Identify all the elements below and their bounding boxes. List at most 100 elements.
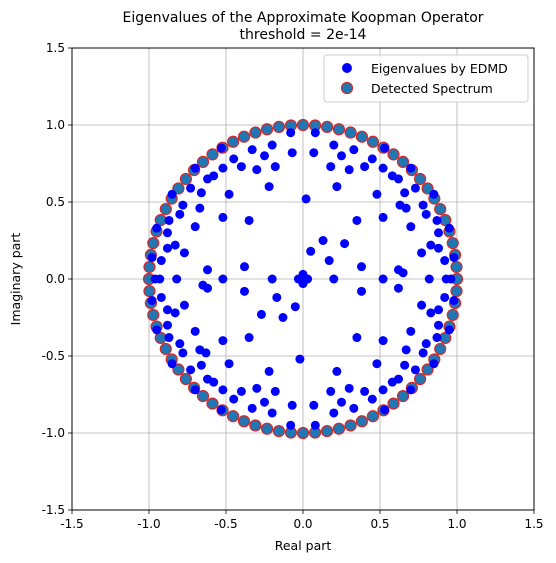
edmd-point	[172, 274, 182, 284]
edmd-point	[378, 163, 388, 173]
spectrum-point	[396, 390, 410, 403]
edmd-point	[378, 385, 388, 395]
edmd-point	[298, 279, 308, 289]
edmd-point	[247, 145, 257, 155]
edmd-point	[360, 162, 370, 172]
edmd-point	[349, 403, 359, 413]
edmd-point	[309, 148, 319, 158]
spectrum-point	[355, 415, 369, 428]
edmd-point	[393, 283, 403, 293]
edmd-point	[406, 222, 416, 232]
legend: Eigenvalues by EDMD Detected Spectrum	[323, 54, 529, 103]
spectrum-point	[260, 422, 274, 435]
edmd-point	[367, 154, 377, 164]
edmd-point	[295, 354, 305, 364]
edmd-point	[236, 162, 246, 172]
edmd-point	[287, 148, 297, 158]
edmd-point	[267, 140, 277, 150]
edmd-point	[178, 200, 188, 210]
edmd-point	[326, 386, 336, 396]
edmd-point	[406, 326, 416, 336]
spectrum-point	[332, 422, 346, 435]
edmd-point	[434, 243, 444, 253]
edmd-point	[444, 325, 454, 335]
edmd-point	[224, 189, 234, 199]
edmd-point	[229, 154, 239, 164]
edmd-point	[164, 215, 174, 225]
edmd-point	[400, 360, 410, 370]
edmd-point	[218, 163, 228, 173]
edmd-point	[196, 360, 206, 370]
edmd-point	[190, 385, 200, 395]
edmd-point	[387, 377, 397, 387]
spectrum-point	[260, 123, 274, 136]
edmd-point	[218, 274, 228, 284]
edmd-point	[164, 333, 174, 343]
edmd-point	[298, 269, 308, 279]
edmd-point	[440, 256, 450, 266]
spectrum-point	[344, 126, 357, 139]
edmd-point	[406, 385, 416, 395]
edmd-point	[352, 333, 362, 343]
edmd-point	[147, 296, 157, 306]
spectrum-point	[249, 419, 262, 432]
spectrum-point	[366, 135, 380, 148]
edmd-point	[440, 292, 450, 302]
x-axis-ticks: -1.5 -1.0 -0.5 0.0 0.5 1.0 1.5	[60, 510, 544, 531]
edmd-point	[147, 252, 157, 262]
edmd-point	[326, 162, 336, 172]
edmd-point	[360, 386, 370, 396]
edmd-point	[449, 296, 459, 306]
edmd-point	[432, 215, 442, 225]
edmd-point	[209, 377, 219, 387]
edmd-point	[421, 339, 431, 349]
edmd-point	[357, 286, 367, 296]
y-tick-label: 1.0	[46, 118, 65, 132]
edmd-point	[410, 365, 420, 375]
spectrum-point	[143, 284, 156, 298]
edmd-point	[329, 140, 339, 150]
chart-subtitle: threshold = 2e-14	[240, 27, 367, 43]
spectrum-point	[421, 363, 434, 376]
x-tick-label: 0.5	[370, 517, 389, 531]
edmd-point	[395, 200, 405, 210]
chart-title: Eigenvalues of the Approximate Koopman O…	[122, 10, 483, 26]
edmd-point	[155, 274, 165, 284]
spectrum-point	[172, 363, 185, 376]
edmd-point	[167, 189, 177, 199]
edmd-point	[190, 326, 200, 336]
edmd-point	[170, 308, 180, 318]
edmd-point	[449, 252, 459, 262]
edmd-point	[267, 408, 277, 418]
edmd-point	[349, 145, 359, 155]
edmd-point	[156, 292, 166, 302]
legend-marker-spectrum	[340, 81, 354, 95]
spectrum-point	[147, 236, 160, 250]
edmd-point	[417, 248, 427, 258]
edmd-point	[367, 394, 377, 404]
edmd-point	[252, 383, 262, 393]
edmd-point	[264, 366, 274, 376]
spectrum-point	[206, 397, 219, 410]
edmd-point	[224, 359, 234, 369]
edmd-point	[209, 171, 219, 181]
y-axis-label: Imaginary part	[8, 233, 23, 326]
edmd-point	[444, 223, 454, 233]
edmd-point	[179, 300, 189, 310]
y-tick-label: -0.5	[42, 349, 65, 363]
edmd-point	[179, 248, 189, 258]
edmd-point	[278, 313, 288, 322]
spectrum-point	[237, 130, 251, 143]
spectrum-point	[366, 410, 380, 423]
spectrum-point	[414, 372, 427, 386]
x-axis-label: Real part	[275, 538, 332, 553]
x-tick-label: -1.0	[137, 517, 160, 531]
edmd-eigenvalues-series	[147, 128, 459, 430]
spectrum-point	[320, 120, 334, 133]
spectrum-point	[434, 202, 447, 216]
edmd-point	[429, 189, 439, 199]
edmd-point	[426, 240, 436, 250]
spectrum-point	[296, 118, 310, 132]
edmd-point	[218, 385, 228, 395]
